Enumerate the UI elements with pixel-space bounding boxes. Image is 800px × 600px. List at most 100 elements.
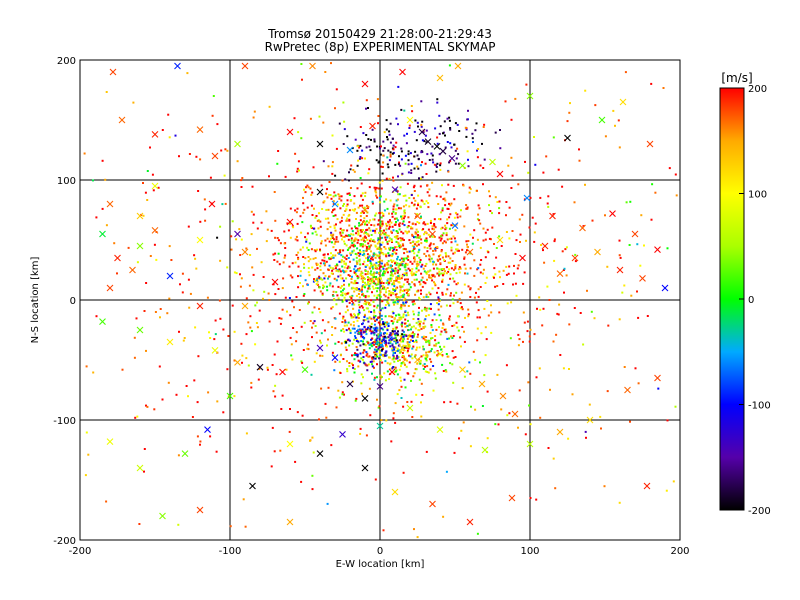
dot-marker bbox=[561, 250, 564, 253]
dot-marker bbox=[319, 290, 322, 293]
dot-marker bbox=[379, 227, 382, 229]
dot-marker bbox=[386, 323, 389, 326]
dot-marker bbox=[405, 278, 408, 281]
dot-marker bbox=[392, 417, 395, 420]
dot-marker bbox=[510, 187, 513, 189]
dot-marker bbox=[366, 273, 369, 275]
dot-marker bbox=[404, 363, 406, 366]
dot-marker bbox=[396, 319, 399, 322]
dot-marker bbox=[428, 344, 431, 346]
dot-marker bbox=[256, 301, 258, 304]
x-marker bbox=[556, 270, 564, 277]
dot-marker bbox=[432, 365, 435, 367]
dot-marker bbox=[439, 254, 442, 257]
dot-marker bbox=[354, 314, 356, 317]
dot-marker bbox=[336, 294, 339, 297]
dot-marker bbox=[469, 252, 472, 255]
dot-marker bbox=[101, 207, 104, 210]
dot-marker bbox=[328, 193, 331, 196]
dot-marker bbox=[378, 254, 381, 257]
dot-marker bbox=[417, 264, 420, 267]
dot-marker bbox=[333, 242, 336, 245]
dot-marker bbox=[194, 326, 197, 329]
dot-marker bbox=[522, 311, 525, 314]
dot-marker bbox=[357, 206, 360, 209]
dot-marker bbox=[413, 190, 416, 192]
x-marker bbox=[609, 210, 616, 217]
dot-marker bbox=[145, 282, 148, 284]
dot-marker bbox=[358, 258, 361, 261]
dot-marker bbox=[360, 270, 363, 273]
dot-marker bbox=[547, 447, 550, 449]
dot-marker bbox=[387, 149, 390, 152]
dot-marker bbox=[483, 307, 486, 310]
dot-marker bbox=[256, 227, 259, 230]
x-marker bbox=[196, 506, 204, 514]
dot-markers bbox=[83, 62, 678, 539]
dot-marker bbox=[378, 338, 381, 341]
dot-marker bbox=[420, 151, 423, 154]
dot-marker bbox=[436, 291, 438, 294]
dot-marker bbox=[386, 362, 389, 365]
dot-marker bbox=[380, 334, 382, 337]
dot-marker bbox=[399, 268, 402, 271]
dot-marker bbox=[318, 275, 321, 278]
dot-marker bbox=[449, 128, 452, 131]
dot-marker bbox=[417, 202, 420, 205]
dot-marker bbox=[373, 271, 376, 274]
chart-title: Tromsø 20150429 21:28:00-21:29:43 bbox=[267, 27, 492, 41]
dot-marker bbox=[428, 194, 431, 197]
dot-marker bbox=[380, 344, 382, 347]
dot-marker bbox=[271, 426, 274, 429]
dot-marker bbox=[174, 134, 177, 137]
dot-marker bbox=[368, 285, 371, 288]
dot-marker bbox=[469, 372, 472, 375]
dot-marker bbox=[402, 344, 405, 347]
dot-marker bbox=[361, 281, 364, 283]
dot-marker bbox=[311, 436, 314, 439]
dot-marker bbox=[431, 158, 434, 161]
dot-marker bbox=[665, 489, 668, 492]
dot-marker bbox=[306, 246, 309, 249]
dot-marker bbox=[462, 184, 465, 187]
dot-marker bbox=[464, 126, 467, 129]
dot-marker bbox=[349, 298, 352, 301]
dot-marker bbox=[358, 146, 361, 149]
dot-marker bbox=[392, 176, 394, 179]
dot-marker bbox=[404, 194, 407, 197]
dot-marker bbox=[186, 72, 189, 75]
dot-marker bbox=[382, 328, 385, 331]
dot-marker bbox=[364, 319, 367, 321]
dot-marker bbox=[341, 391, 344, 394]
dot-marker bbox=[407, 225, 410, 227]
dot-marker bbox=[347, 265, 350, 268]
dot-marker bbox=[457, 282, 459, 285]
dot-marker bbox=[349, 260, 351, 263]
x-marker bbox=[496, 170, 504, 178]
dot-marker bbox=[654, 191, 657, 194]
x-tick-label: 100 bbox=[520, 546, 539, 557]
dot-marker bbox=[419, 359, 422, 362]
dot-marker bbox=[307, 267, 310, 270]
dot-marker bbox=[104, 178, 107, 181]
dot-marker bbox=[399, 376, 402, 379]
dot-marker bbox=[382, 354, 384, 357]
dot-marker bbox=[368, 302, 371, 304]
dot-marker bbox=[448, 119, 451, 122]
dot-marker bbox=[449, 213, 452, 216]
dot-marker bbox=[420, 401, 422, 404]
dot-marker bbox=[356, 149, 359, 152]
dot-marker bbox=[284, 254, 287, 257]
dot-marker bbox=[368, 343, 371, 346]
dot-marker bbox=[372, 239, 375, 242]
x-marker bbox=[286, 128, 294, 136]
dot-marker bbox=[359, 215, 362, 218]
dot-marker bbox=[418, 322, 421, 325]
dot-marker bbox=[578, 148, 580, 151]
dot-marker bbox=[350, 237, 353, 240]
dot-marker bbox=[307, 256, 310, 258]
dot-marker bbox=[401, 243, 404, 246]
dot-marker bbox=[370, 270, 373, 273]
dot-marker bbox=[367, 256, 369, 259]
dot-marker bbox=[415, 236, 418, 239]
